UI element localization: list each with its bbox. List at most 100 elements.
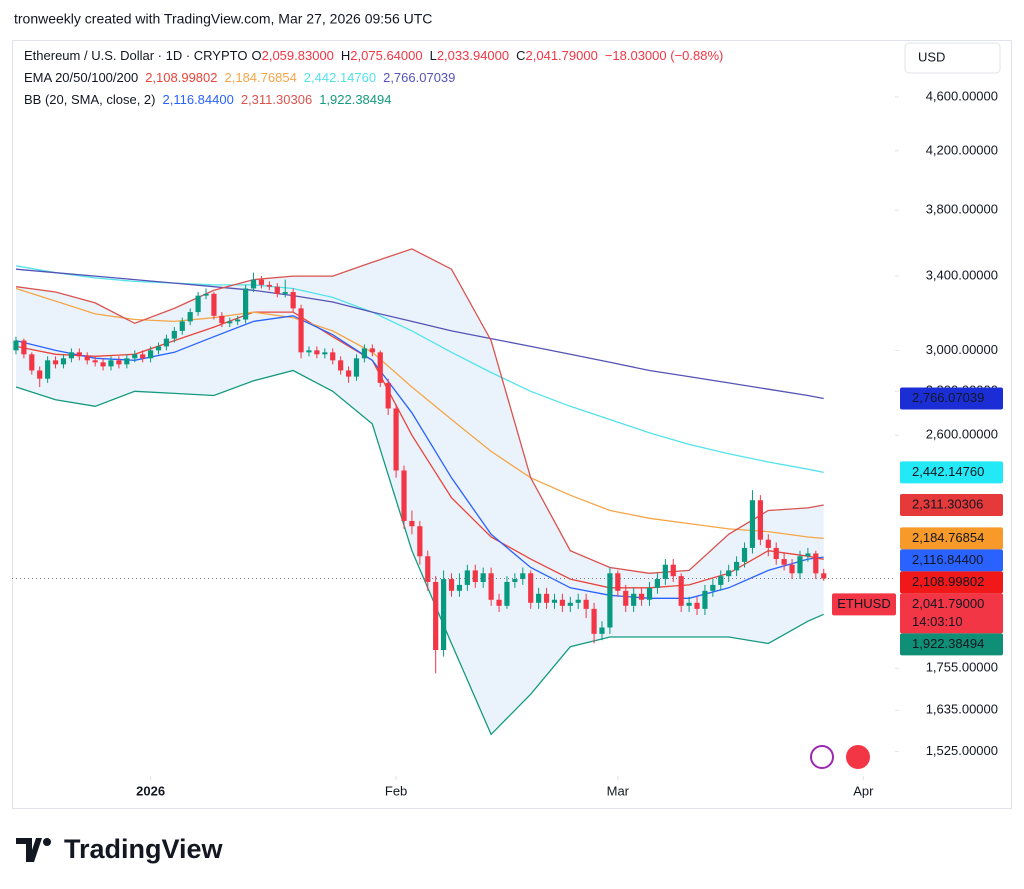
price-badge-label: 2,442.14760: [912, 464, 984, 479]
candle-body: [274, 286, 280, 294]
candle-body: [448, 579, 455, 591]
indicator-value: 2,766.07039: [383, 70, 455, 85]
price-badge: [900, 571, 1003, 594]
ohlc-value: 2,041.79000: [526, 48, 598, 63]
candle-body: [551, 599, 558, 603]
countdown: 14:03:10: [912, 614, 963, 629]
candle-body: [29, 354, 35, 371]
legend-indicator: BB (20, SMA, close, 2) 2,116.84400 2,311.3…: [24, 92, 391, 107]
candle-body: [734, 561, 740, 571]
candle-body: [528, 573, 534, 603]
candle-body: [480, 573, 486, 582]
candle-body: [179, 321, 185, 331]
legend-indicator: EMA 20/50/100/200 2,108.99802 2,184.76854 2…: [24, 70, 455, 85]
price-badge-label: 1,922.38494: [912, 636, 984, 651]
candle-body: [314, 350, 320, 355]
candle-body: [243, 288, 249, 320]
symbol-title: Ethereum / U.S. Dollar · 1D · CRYPTO: [24, 48, 247, 63]
candle-body: [322, 352, 328, 355]
indicator-value: 2,184.76854: [225, 70, 297, 85]
candle-body: [409, 520, 415, 527]
indicator-value: 2,311.30306: [241, 92, 312, 107]
candle-body: [567, 602, 573, 606]
candle-body: [773, 547, 779, 560]
candle-body: [765, 539, 771, 548]
candle-body: [757, 500, 763, 540]
candle-body: [543, 593, 550, 603]
price-badge: [900, 494, 1003, 517]
candle-body: [646, 587, 653, 600]
candle-body: [37, 370, 43, 379]
candle-body: [155, 346, 162, 351]
price-badge-label: 2,311.30306: [912, 496, 983, 511]
candle-body: [813, 553, 819, 574]
candle-body: [140, 354, 146, 359]
candle-body: [718, 576, 724, 585]
candle-body: [195, 295, 201, 313]
indicator-line: [15, 369, 824, 736]
candle-body: [124, 358, 130, 365]
price-badge: [900, 527, 1003, 550]
candle-body: [306, 350, 312, 353]
candle-body: [417, 526, 423, 557]
currency-box[interactable]: [904, 42, 1001, 74]
candle-body: [710, 584, 716, 591]
ohlc-key: H: [341, 48, 350, 63]
candle-body: [108, 360, 114, 367]
y-tick-label: 1,635.00000: [926, 702, 998, 717]
candle-body: [678, 576, 684, 606]
logo-mark: [16, 838, 42, 862]
candle-body: [805, 553, 811, 557]
ohlc-value: 2,075.64000: [350, 48, 422, 63]
candle-body: [559, 599, 565, 606]
candle-body: [615, 573, 621, 591]
candle-body: [623, 590, 629, 606]
candle-body: [726, 570, 732, 577]
indicator-value: 2,108.99802: [145, 70, 217, 85]
icon[interactable]: [846, 745, 870, 769]
candle-body: [361, 348, 368, 359]
candle-body: [512, 579, 518, 582]
candle-body: [638, 593, 645, 600]
x-tick-label: Apr: [853, 783, 874, 798]
candle-body: [353, 358, 360, 377]
candle-body: [163, 338, 170, 347]
candle-body: [393, 408, 399, 471]
band-fill: [16, 248, 824, 735]
price-badge: [900, 387, 1003, 410]
candle-body: [21, 340, 27, 355]
currency[interactable]: USD: [918, 49, 945, 64]
legend-symbol: Ethereum / U.S. Dollar · 1D · CRYPTO O2,0…: [24, 48, 723, 63]
candle-body: [496, 599, 502, 606]
candle-body: [631, 593, 637, 606]
y-tick-label: 4,200.00000: [926, 142, 998, 157]
price-badge-label: 2,184.76854: [912, 530, 984, 545]
candle-body: [13, 340, 19, 351]
candle-body: [781, 559, 787, 565]
y-tick-label: 3,000.00000: [926, 342, 998, 357]
candle-body: [100, 362, 106, 367]
candle-body: [187, 312, 193, 322]
icon[interactable]: [810, 745, 834, 769]
candle-body: [298, 308, 304, 353]
ohlc-key: O: [251, 48, 261, 63]
x-tick-label: Mar: [607, 783, 630, 798]
indicator-label: BB (20, SMA, close, 2): [24, 92, 156, 107]
indicator-label: EMA 20/50/100/200: [24, 70, 138, 85]
ohlc-value: 2,059.83000: [262, 48, 334, 63]
candle-body: [654, 579, 661, 588]
candle-body: [433, 581, 439, 650]
indicator-value: 1,922.38494: [319, 92, 391, 107]
logo: [16, 838, 51, 862]
candle-body: [425, 556, 431, 582]
candle-body: [749, 500, 756, 548]
price-badge-label: 2,041.79000: [912, 596, 984, 611]
candle-body: [385, 382, 391, 409]
candle-body: [84, 356, 90, 361]
candle-body: [401, 470, 407, 521]
candle-body: [591, 608, 597, 634]
candle-body: [211, 293, 217, 316]
candle-body: [60, 358, 67, 365]
change: −18.03000 (−0.88%): [605, 48, 724, 63]
candle-body: [694, 602, 700, 609]
